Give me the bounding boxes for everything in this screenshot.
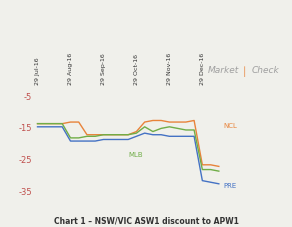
Text: PRE: PRE bbox=[223, 183, 236, 189]
Text: Check: Check bbox=[252, 66, 279, 75]
Text: MLB: MLB bbox=[128, 151, 143, 157]
Text: │: │ bbox=[241, 66, 247, 76]
Text: Market: Market bbox=[208, 66, 239, 75]
Text: Chart 1 – NSW/VIC ASW1 discount to APW1: Chart 1 – NSW/VIC ASW1 discount to APW1 bbox=[53, 216, 239, 225]
Text: NCL: NCL bbox=[223, 123, 237, 129]
